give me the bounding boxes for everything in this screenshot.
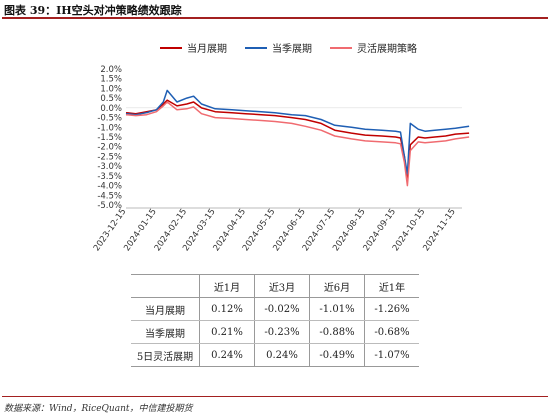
table-cell: 0.24% [254,343,310,367]
y-tick-label: 2.0% [100,65,122,75]
col-header-6m: 近6月 [309,274,365,298]
col-header-1m: 近1月 [199,274,255,298]
legend-swatch-quarterly [245,46,267,49]
table-cell: -1.26% [364,297,419,321]
table-header-row: 近1月 近3月 近6月 近1年 [131,274,419,298]
y-tick-label: -3.5% [97,172,122,182]
legend-swatch-monthly [160,46,182,49]
table-cell: -1.01% [309,297,365,321]
source-note: 数据来源：Wind，RiceQuant，中信建投期货 [4,404,193,414]
legend-label-flexible: 灵活展期策略 [357,44,417,55]
y-tick-label: -1.0% [97,123,122,133]
chart-legend: 当月展期 当季展期 灵活展期策略 [160,40,417,55]
table-row: 当月展期 0.12% -0.02% -1.01% -1.26% [131,297,419,321]
x-tick-label: 2024-11-15 [421,207,458,253]
table-cell: 0.21% [199,320,255,344]
table-cell: -0.88% [309,320,365,344]
figure-title: 图表 39：IH空头对冲策略绩效跟踪 [4,4,182,17]
y-tick-label: 0.5% [100,94,122,104]
row-label: 当月展期 [131,297,200,321]
col-header-3m: 近3月 [254,274,310,298]
series-line-1 [125,99,470,181]
table-cell: 0.24% [199,343,255,367]
legend-label-monthly: 当月展期 [187,44,227,55]
row-label: 5日灵活展期 [131,343,200,367]
y-tick-label: 1.0% [100,84,122,94]
title-rule [2,17,548,19]
y-tick-label: -2.5% [97,152,122,162]
table-cell: -0.49% [309,343,365,367]
legend-label-quarterly: 当季展期 [272,44,312,55]
line-chart: 2.0%1.5%1.0%0.5%0.0%-0.5%-1.0%-1.5%-2.0%… [92,65,470,253]
y-tick-label: -1.5% [97,133,122,143]
y-tick-label: -0.5% [97,114,122,124]
y-tick-label: -2.0% [97,143,122,153]
series-line-3 [125,101,470,187]
y-tick-label: -3.0% [97,162,122,172]
table-cell: -0.23% [254,320,310,344]
col-header-1y: 近1年 [364,274,419,298]
y-tick-label: 1.5% [100,75,122,85]
legend-item-flexible: 灵活展期策略 [330,40,417,55]
table-row: 5日灵活展期 0.24% 0.24% -0.49% -1.07% [131,343,419,367]
legend-item-quarterly: 当季展期 [245,40,312,55]
performance-table: 近1月 近3月 近6月 近1年 当月展期 0.12% -0.02% -1.01%… [131,274,419,367]
table-cell: -0.02% [254,297,310,321]
y-tick-label: 0.0% [100,104,122,114]
table-corner [131,274,200,298]
legend-swatch-flexible [330,46,352,49]
table-cell: -1.07% [364,343,419,367]
series-line-2 [125,89,470,175]
table-row: 当季展期 0.21% -0.23% -0.88% -0.68% [131,320,419,344]
row-label: 当季展期 [131,320,200,344]
legend-item-monthly: 当月展期 [160,40,227,55]
bottom-rule [2,396,548,397]
y-tick-label: -4.5% [97,191,122,201]
table-cell: -0.68% [364,320,419,344]
table-cell: 0.12% [199,297,255,321]
y-tick-label: -5.0% [97,201,122,211]
y-tick-label: -4.0% [97,182,122,192]
